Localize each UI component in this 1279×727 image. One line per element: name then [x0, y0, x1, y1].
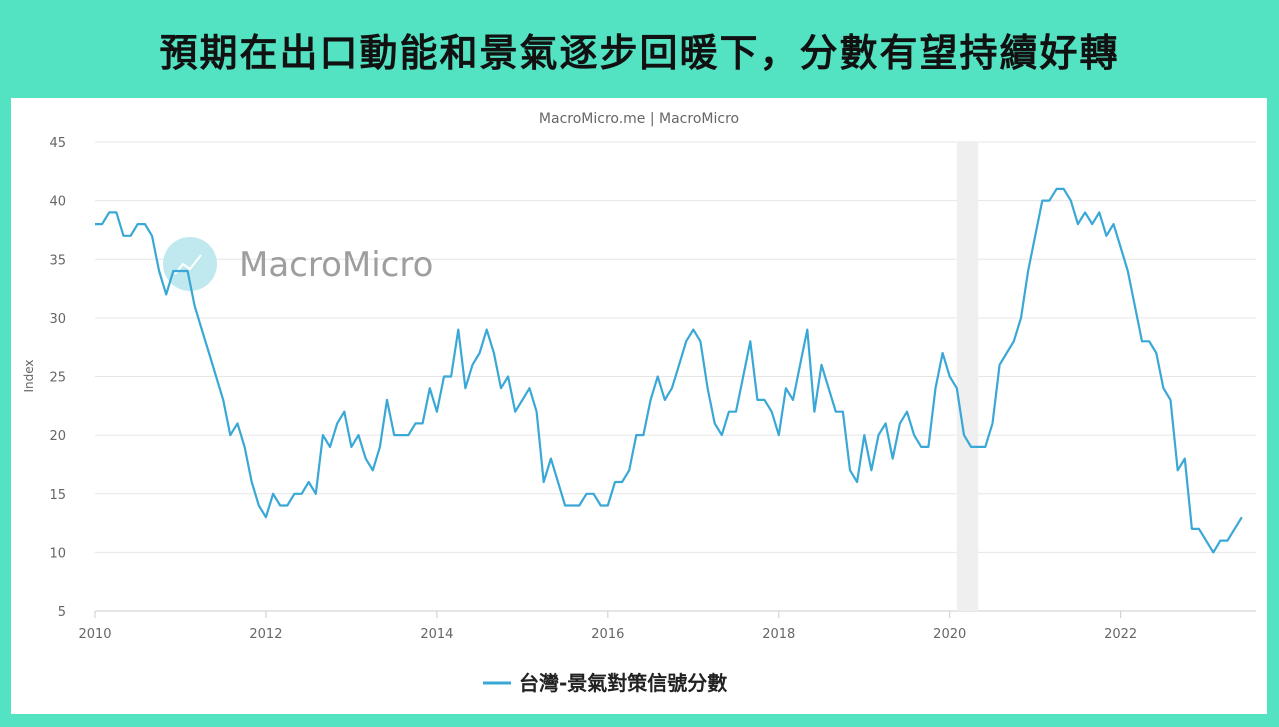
- y-tick-label: 25: [49, 371, 66, 386]
- line-chart: MacroMicro.me | MacroMicro MacroMicro 20…: [22, 111, 1256, 695]
- shaded-ranges: [956, 142, 979, 611]
- x-tick-label: 2012: [249, 627, 282, 642]
- x-tick-label: 2016: [591, 627, 624, 642]
- series-line-0: [95, 187, 1243, 554]
- legend-label[interactable]: 台灣-景氣對策信號分數: [519, 671, 727, 695]
- x-tick-label: 2018: [762, 627, 795, 642]
- x-axis: 2010 2012 2014 2016 2018 2020 2022: [78, 611, 1137, 642]
- watermark-logo-icon: [163, 237, 217, 291]
- header-banner: 預期在出口動能和景氣逐步回暖下，分數有望持續好轉: [0, 0, 1279, 98]
- watermark-text: MacroMicro: [239, 245, 433, 285]
- y-axis-label: Index: [22, 359, 36, 392]
- y-tick-label: 30: [49, 312, 66, 327]
- recession-band: [956, 142, 979, 611]
- watermark: MacroMicro: [163, 237, 433, 291]
- y-axis: 5 10 15 20 25 30 35 40 45: [49, 136, 66, 620]
- x-tick-label: 2014: [420, 627, 453, 642]
- chart-credit: MacroMicro.me | MacroMicro: [539, 111, 739, 127]
- y-tick-label: 20: [49, 429, 66, 444]
- page-title: 預期在出口動能和景氣逐步回暖下，分數有望持續好轉: [159, 30, 1120, 75]
- y-tick-label: 5: [58, 605, 66, 620]
- chart-panel: MacroMicro.me | MacroMicro MacroMicro 20…: [11, 98, 1267, 714]
- x-tick-label: 2020: [933, 627, 966, 642]
- y-tick-label: 10: [49, 546, 66, 561]
- x-tick-label: 2010: [78, 627, 111, 642]
- y-tick-label: 45: [49, 136, 66, 151]
- watermark-trend-icon: [174, 254, 202, 275]
- legend[interactable]: 台灣-景氣對策信號分數: [483, 671, 727, 695]
- y-tick-label: 35: [49, 253, 66, 268]
- y-tick-label: 40: [49, 195, 66, 210]
- y-tick-label: 15: [49, 488, 66, 503]
- x-tick-label: 2022: [1104, 627, 1137, 642]
- series-lines: [95, 187, 1243, 554]
